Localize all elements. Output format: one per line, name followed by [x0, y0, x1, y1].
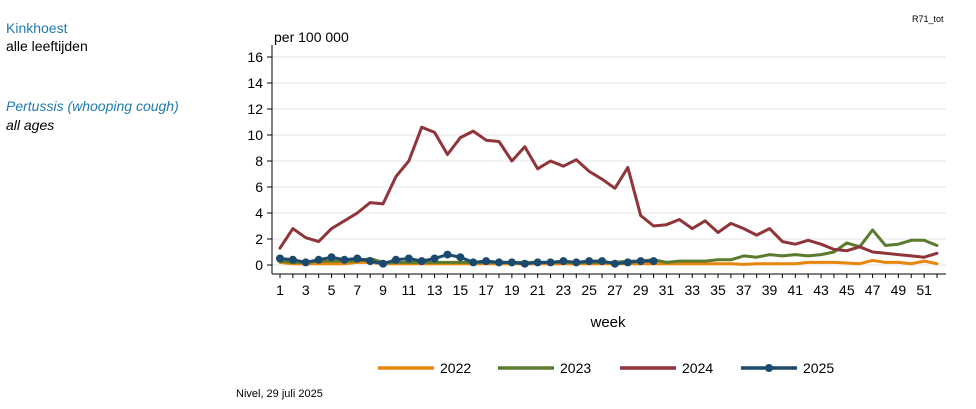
y-tick-label: 16: [247, 49, 263, 65]
data-point-2025: [572, 258, 581, 267]
data-point-2025: [276, 254, 284, 263]
x-tick-label: 3: [302, 282, 310, 298]
title-dutch: Kinkhoest: [6, 20, 68, 36]
x-tick-label: 9: [379, 282, 387, 298]
x-tick-label: 39: [762, 282, 778, 298]
source-note: Nivel, 29 juli 2025: [236, 388, 323, 400]
axes: [267, 45, 946, 278]
data-point-2025: [598, 257, 607, 266]
x-tick-label: 25: [581, 282, 597, 298]
x-tick-label: 17: [478, 282, 494, 298]
data-point-2025: [417, 257, 426, 266]
legend: 2022 2023 2024 2025: [378, 360, 834, 376]
y-tick-label: 10: [247, 127, 263, 143]
y-tick-label: 8: [255, 153, 263, 169]
data-point-2025: [546, 258, 555, 267]
x-tick-label: 13: [427, 282, 443, 298]
data-point-2025: [533, 258, 542, 267]
x-axis-label: week: [589, 314, 626, 331]
x-tick-label: 37: [736, 282, 752, 298]
y-tick-label: 14: [247, 75, 263, 91]
y-tick-label: 0: [255, 257, 263, 273]
x-tick-label: 51: [916, 282, 932, 298]
x-tick-label: 41: [788, 282, 804, 298]
data-point-2025: [559, 257, 568, 266]
data-point-2025: [314, 255, 323, 264]
data-point-2025: [456, 253, 465, 262]
x-tick-label: 45: [839, 282, 855, 298]
legend-label-2024: 2024: [682, 360, 713, 376]
data-point-2025: [430, 254, 439, 263]
data-point-2025: [636, 257, 645, 266]
data-point-2025: [353, 254, 362, 263]
x-tick-label: 27: [607, 282, 623, 298]
data-point-2025: [443, 250, 452, 259]
x-tick-label: 21: [530, 282, 546, 298]
data-point-2025: [520, 259, 529, 268]
x-tick-label: 29: [633, 282, 649, 298]
x-tick-label: 7: [353, 282, 361, 298]
x-tick-label: 49: [891, 282, 907, 298]
x-tick-label: 33: [684, 282, 700, 298]
x-tick-label: 35: [710, 282, 726, 298]
data-point-2025: [379, 259, 388, 268]
legend-marker-2025: [765, 364, 773, 372]
data-point-2025: [391, 255, 400, 264]
data-point-2025: [482, 257, 491, 266]
series-lines: [276, 125, 939, 268]
report-code: R71_tot: [912, 14, 944, 24]
x-tick-label: 47: [865, 282, 881, 298]
x-tick-label: 5: [328, 282, 336, 298]
data-point-2025: [366, 257, 375, 266]
x-tick-label: 11: [402, 282, 417, 298]
subtitle-english: all ages: [6, 117, 55, 133]
legend-label-2023: 2023: [560, 360, 591, 376]
legend-label-2022: 2022: [440, 360, 471, 376]
data-point-2025: [623, 258, 632, 267]
data-point-2025: [288, 255, 297, 264]
legend-label-2025: 2025: [803, 360, 834, 376]
data-point-2025: [507, 258, 516, 267]
data-point-2025: [585, 257, 594, 266]
grid-lines: [272, 56, 946, 266]
data-point-2025: [340, 255, 349, 264]
x-tick-label: 23: [556, 282, 572, 298]
x-tick-label: 43: [813, 282, 829, 298]
x-tick-label: 19: [504, 282, 520, 298]
subtitle-dutch: alle leeftijden: [6, 38, 88, 54]
data-point-2025: [301, 258, 310, 267]
y-tick-label: 4: [255, 205, 263, 221]
y-tick-label: 6: [255, 179, 263, 195]
x-tick-label: 31: [659, 282, 675, 298]
data-point-2025: [649, 257, 658, 266]
y-axis-label: per 100 000: [274, 29, 349, 45]
series-line-2024: [278, 125, 939, 259]
series-line-2023: [278, 228, 939, 264]
data-point-2025: [610, 259, 619, 268]
data-point-2025: [327, 253, 336, 262]
data-point-2025: [404, 254, 413, 263]
y-tick-label: 2: [255, 231, 263, 247]
data-point-2025: [495, 258, 503, 267]
data-point-2025: [469, 258, 478, 267]
y-tick-label: 12: [247, 101, 263, 117]
title-english: Pertussis (whooping cough): [6, 98, 179, 114]
x-tick-label: 15: [453, 282, 469, 298]
x-tick-label: 1: [276, 282, 284, 298]
